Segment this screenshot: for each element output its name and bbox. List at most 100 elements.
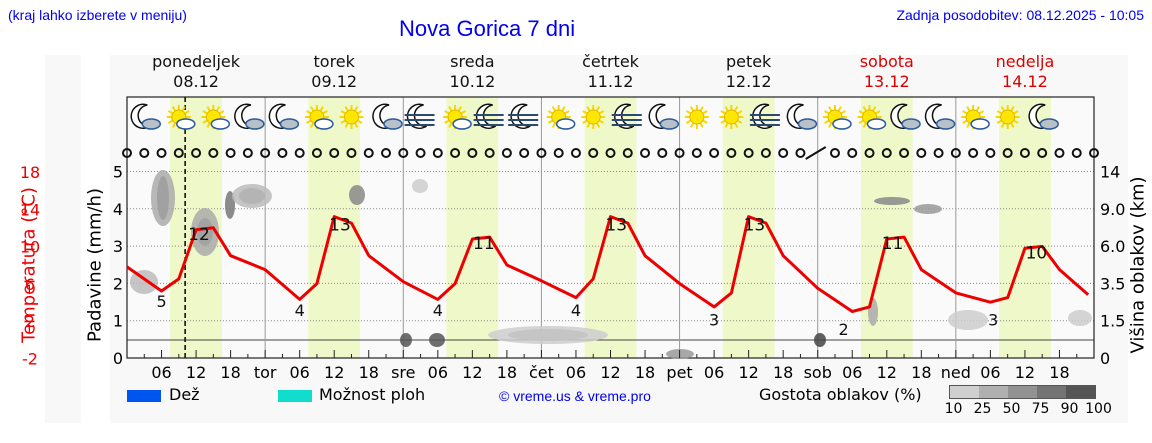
precip-tick: 2 xyxy=(113,274,123,293)
sun-cloud-icon xyxy=(961,105,990,130)
calm-wind-icon xyxy=(950,148,961,158)
calm-wind-icon xyxy=(570,148,581,158)
showers-legend-label: Možnost ploh xyxy=(319,385,426,404)
calm-wind-icon xyxy=(536,148,547,158)
sun-cloud-icon xyxy=(166,105,196,130)
x-hour-label: 18 xyxy=(220,363,240,382)
cloud-blob xyxy=(914,204,942,214)
x-hour-label: 12 xyxy=(324,363,344,382)
x-hour-label: 06 xyxy=(151,363,171,382)
calm-wind-icon xyxy=(346,148,357,158)
temp-tick: 2 xyxy=(25,312,35,331)
x-day-label: ned xyxy=(941,363,971,382)
calm-wind-icon xyxy=(760,148,771,158)
x-hour-label: 12 xyxy=(600,363,620,382)
cloud-blob xyxy=(349,185,365,205)
cloud-blob xyxy=(191,208,219,256)
x-hour-label: 12 xyxy=(877,363,897,382)
calm-wind-icon xyxy=(829,148,840,158)
rain-legend-swatch xyxy=(127,390,161,402)
calm-wind-icon xyxy=(1071,148,1082,158)
cloud-height-tick: 1.5 xyxy=(1100,312,1125,331)
calm-wind-icon xyxy=(122,148,132,158)
moon-fog-icon xyxy=(749,103,780,130)
x-hour-label: 18 xyxy=(911,363,931,382)
calm-wind-icon xyxy=(605,148,616,158)
min-temp-label: 3 xyxy=(988,311,998,330)
precip-axis-label: Padavine (mm/h) xyxy=(84,188,106,342)
cloud-height-tick: 6.0 xyxy=(1100,237,1125,256)
density-tick: 25 xyxy=(973,401,992,417)
density-tick: 10 xyxy=(944,401,963,417)
day-date: 08.12 xyxy=(173,72,219,91)
temp-tick: 6 xyxy=(25,275,35,294)
x-hour-label: 18 xyxy=(773,363,793,382)
day-name: sobota xyxy=(859,52,914,71)
rain-legend-label: Dež xyxy=(169,385,200,404)
calm-wind-icon xyxy=(191,148,202,158)
cloud-blob xyxy=(814,333,826,347)
max-temp-label: 11 xyxy=(473,234,495,254)
calm-wind-icon xyxy=(173,148,184,158)
calm-wind-icon xyxy=(363,148,374,158)
precip-tick: 5 xyxy=(113,163,123,182)
calm-wind-icon xyxy=(432,148,443,158)
calm-wind-icon xyxy=(1002,148,1013,158)
cloud-blob xyxy=(232,184,272,208)
copyright-link[interactable]: © vreme.us & vreme.pro xyxy=(499,388,651,404)
calm-wind-icon xyxy=(881,148,892,158)
last-update: Zadnja posodobitev: 08.12.2025 - 10:05 xyxy=(896,7,1144,23)
calm-wind-icon xyxy=(467,148,478,158)
moon-cloud-icon xyxy=(234,103,265,130)
day-date: 14.12 xyxy=(1002,72,1048,91)
sun-cloud-icon xyxy=(822,105,852,130)
sun-icon xyxy=(719,105,744,129)
day-header: sobota 13.12 xyxy=(827,52,947,92)
calm-wind-icon xyxy=(260,148,271,158)
sun-cloud-icon xyxy=(857,105,887,130)
daylight-band xyxy=(584,97,637,358)
density-tick: 50 xyxy=(1002,401,1021,417)
day-header: petek 12.12 xyxy=(689,52,809,92)
min-temp-label: 4 xyxy=(571,301,581,320)
sun-cloud-icon xyxy=(443,105,472,130)
day-name: četrtek xyxy=(582,52,639,71)
min-temp-label: 4 xyxy=(295,301,305,320)
calm-wind-icon xyxy=(277,148,288,158)
calm-wind-icon xyxy=(640,148,651,158)
density-tick: 75 xyxy=(1031,401,1050,417)
x-hour-label: 12 xyxy=(462,363,482,382)
calm-wind-icon xyxy=(1089,148,1099,158)
moon-fog-icon xyxy=(473,103,504,130)
calm-wind-icon xyxy=(381,148,392,158)
day-name: sreda xyxy=(450,52,495,71)
temp-tick: 14 xyxy=(20,200,40,219)
x-day-label: čet xyxy=(529,363,554,382)
cloud-blob xyxy=(948,310,988,330)
region-note: (kraj lahko izberete v meniju) xyxy=(8,7,187,23)
daylight-band xyxy=(308,97,361,358)
calm-wind-icon xyxy=(864,148,875,158)
moon-cloud-icon xyxy=(924,103,956,130)
x-hour-label: 12 xyxy=(738,363,758,382)
day-name: nedelja xyxy=(995,52,1055,71)
cloud-blob xyxy=(400,333,412,347)
x-hour-label: 18 xyxy=(359,363,379,382)
calm-wind-icon xyxy=(657,148,668,158)
calm-wind-icon xyxy=(450,148,461,158)
cloud-blob xyxy=(1068,310,1092,326)
sun-cloud-icon xyxy=(201,105,231,130)
precip-tick: 0 xyxy=(113,349,123,368)
x-hour-label: 12 xyxy=(186,363,206,382)
density-tick: 90 xyxy=(1060,401,1079,417)
moon-cloud-icon xyxy=(648,103,680,130)
page-title: Nova Gorica 7 dni xyxy=(399,16,576,41)
calm-wind-icon xyxy=(156,148,167,158)
daylight-band xyxy=(446,97,499,358)
calm-wind-icon xyxy=(726,148,737,158)
x-hour-label: 12 xyxy=(1015,363,1035,382)
day-header: četrtek 11.12 xyxy=(551,52,671,92)
sun-icon xyxy=(684,105,709,129)
x-hour-label: 06 xyxy=(566,363,586,382)
calm-wind-icon xyxy=(899,148,910,158)
